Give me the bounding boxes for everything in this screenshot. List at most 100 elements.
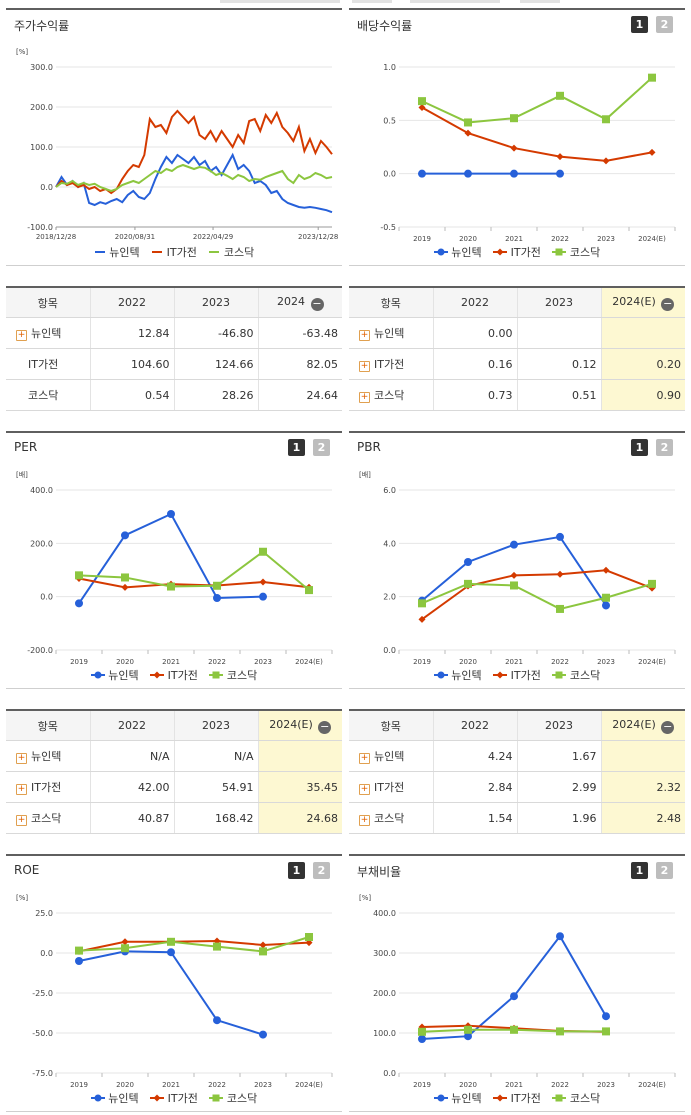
- row-label: 코스닥: [28, 389, 59, 402]
- y-tick-label: -100.0: [27, 223, 53, 232]
- table-cell: [600, 317, 685, 349]
- data-point-itgajeon: [648, 148, 656, 156]
- row-label: 코스닥: [374, 812, 405, 825]
- minus-circle-icon[interactable]: −: [318, 719, 332, 734]
- legend-marker-kosdaq: [555, 1094, 563, 1102]
- chart-legend: 뉴인텍 IT가전 코스닥: [6, 667, 342, 683]
- table-header-2024e-label: 2024(E): [269, 717, 313, 731]
- plus-box-icon[interactable]: +: [359, 392, 370, 403]
- legend-label-itgajeon: IT가전: [510, 1092, 541, 1105]
- y-tick-label: 300.0: [30, 63, 53, 72]
- legend-label-itgajeon: IT가전: [167, 1092, 198, 1105]
- table-header-2022: 2022: [432, 286, 517, 318]
- data-point-kosdaq: [464, 118, 472, 127]
- x-tick-label: 2021: [505, 658, 523, 666]
- page-1-button[interactable]: 1: [631, 16, 648, 33]
- legend-label-newintech: 뉴인텍: [108, 669, 139, 682]
- data-point-newintech: [510, 992, 518, 1001]
- table-cell: 0.20: [600, 348, 685, 380]
- y-axis-unit-label: [배]: [359, 470, 371, 479]
- data-point-kosdaq: [75, 571, 83, 580]
- roe-chart: [%] 25.0 0.0 -25.0 -50.0 -75.0 2019 2020 2021 202…: [16, 894, 333, 1089]
- y-tick-label: 0.0: [40, 183, 53, 192]
- y-tick-label: 0.0: [383, 646, 396, 655]
- row-label: IT가전: [28, 358, 59, 371]
- table-header-2024e-label: 2024(E): [612, 294, 656, 308]
- chart-legend: 뉴인텍 IT가전 코스닥: [349, 1090, 685, 1106]
- data-point-kosdaq: [418, 97, 426, 106]
- plus-box-icon[interactable]: +: [16, 784, 27, 795]
- table-cell: 54.91: [173, 771, 258, 803]
- data-point-itgajeon: [121, 938, 129, 946]
- data-point-itgajeon: [556, 570, 564, 578]
- minus-circle-icon[interactable]: −: [310, 296, 324, 311]
- minus-circle-icon[interactable]: −: [661, 719, 675, 734]
- x-tick-label: 2023: [597, 658, 615, 666]
- plus-box-icon[interactable]: +: [16, 753, 27, 764]
- plus-box-icon[interactable]: +: [16, 815, 27, 826]
- legend-marker-itgajeon: [496, 248, 504, 256]
- data-point-newintech: [213, 594, 221, 602]
- data-point-itgajeon: [259, 578, 267, 586]
- table-cell: 2.84: [432, 771, 517, 803]
- y-tick-label: -25.0: [32, 989, 53, 998]
- plus-box-icon[interactable]: +: [359, 815, 370, 826]
- page-1-button[interactable]: 1: [631, 862, 648, 879]
- table-header-item: 항목: [6, 709, 90, 741]
- page-2-button[interactable]: 2: [656, 16, 673, 33]
- y-tick-label: 300.0: [373, 949, 396, 958]
- chart-legend: 뉴인텍 IT가전 코스닥: [6, 244, 342, 260]
- data-point-kosdaq: [510, 581, 518, 590]
- data-point-newintech: [602, 1012, 610, 1021]
- table-cell: 28.26: [173, 379, 258, 411]
- table-cell: 0.73: [432, 379, 517, 411]
- page-1-button[interactable]: 1: [288, 439, 305, 456]
- y-tick-label: 0.0: [40, 593, 53, 602]
- minus-circle-icon[interactable]: −: [661, 296, 675, 311]
- plus-box-icon[interactable]: +: [359, 753, 370, 764]
- data-point-newintech: [259, 592, 267, 601]
- x-tick-label: 2022: [551, 235, 569, 243]
- series-line-itgajeon: [55, 109, 333, 195]
- x-tick-label: 2024(E): [295, 658, 323, 666]
- y-axis-unit-label: [%]: [16, 48, 28, 56]
- row-label: 뉴인텍: [374, 750, 405, 763]
- page-1-button[interactable]: 1: [288, 862, 305, 879]
- x-tick-label: 2020: [116, 1081, 134, 1089]
- plus-box-icon[interactable]: +: [359, 361, 370, 372]
- page-2-button[interactable]: 2: [313, 862, 330, 879]
- x-tick-label: 2024(E): [638, 235, 666, 243]
- table-header-2023: 2023: [173, 709, 258, 741]
- page-2-button[interactable]: 2: [313, 439, 330, 456]
- x-tick-label: 2020: [459, 1081, 477, 1089]
- data-point-kosdaq: [602, 593, 610, 602]
- y-tick-label: 25.0: [35, 909, 53, 918]
- page-2-button[interactable]: 2: [656, 862, 673, 879]
- table-cell: 0.90: [600, 379, 685, 411]
- x-tick-label: 2024(E): [638, 1081, 666, 1089]
- data-point-kosdaq: [556, 1027, 564, 1036]
- page-2-button[interactable]: 2: [656, 439, 673, 456]
- y-tick-label: 200.0: [373, 989, 396, 998]
- table-row: 코스닥 0.54 28.26 24.64: [6, 379, 342, 411]
- plus-box-icon[interactable]: +: [359, 784, 370, 795]
- plus-box-icon[interactable]: +: [16, 330, 27, 341]
- y-tick-label: 1.0: [383, 63, 396, 72]
- data-point-itgajeon: [418, 104, 426, 112]
- y-tick-label: -0.5: [380, 223, 396, 232]
- series-line-itgajeon: [78, 939, 310, 953]
- data-point-itgajeon: [121, 583, 129, 591]
- row-label: IT가전: [374, 358, 405, 371]
- panel-title: PER: [14, 440, 38, 454]
- data-point-kosdaq: [121, 944, 129, 953]
- table-row: + 코스닥 0.73 0.51 0.90: [349, 379, 685, 411]
- x-tick-label: 2019: [413, 1081, 431, 1089]
- data-point-kosdaq: [259, 547, 267, 556]
- top-strip: [0, 0, 691, 6]
- debt-ratio-chart: [%]400.0 300.0 200.0 100.0 0.0 2019 2020 2021 20…: [359, 894, 676, 1089]
- page-1-button[interactable]: 1: [631, 439, 648, 456]
- table-header-2022: 2022: [89, 286, 174, 318]
- data-point-newintech: [556, 169, 564, 178]
- plus-box-icon[interactable]: +: [359, 330, 370, 341]
